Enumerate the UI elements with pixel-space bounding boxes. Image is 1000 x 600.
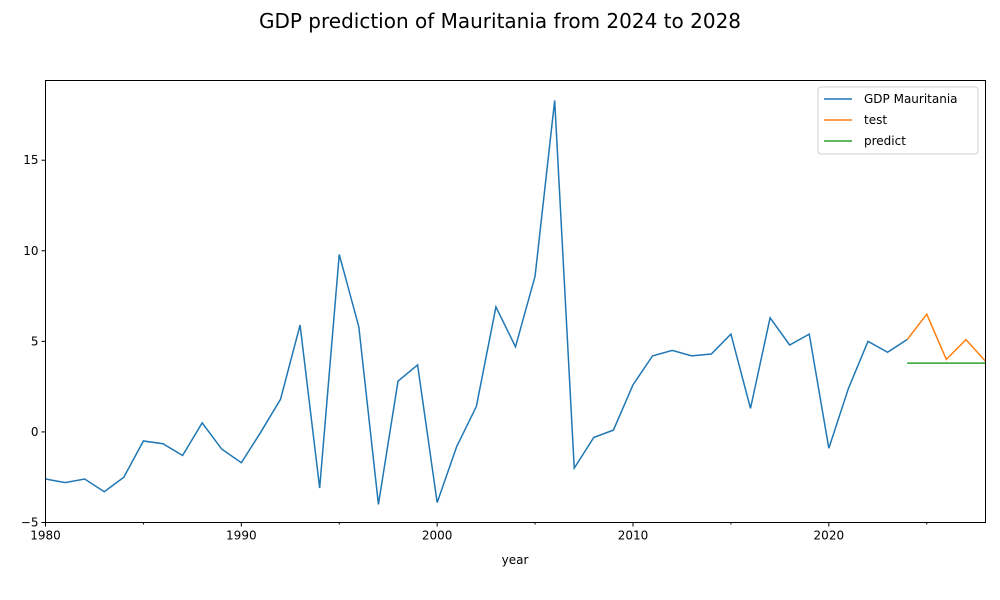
legend-label: GDP Mauritania — [864, 92, 958, 106]
series-line-2 — [906, 312, 986, 362]
series-line-1 — [45, 100, 908, 505]
x-axis-label: year — [502, 553, 529, 567]
plot-frame — [45, 80, 986, 523]
x-tick-label: 2000 — [422, 529, 453, 543]
y-tick-label: 10 — [23, 244, 38, 258]
x-tick-label: 2010 — [618, 529, 649, 543]
legend-box — [817, 86, 979, 155]
legend: GDP Mauritania test predict — [817, 86, 979, 155]
legend-label: test — [864, 113, 887, 127]
x-tick-label: 2020 — [814, 529, 845, 543]
y-tick-label: 5 — [31, 334, 39, 348]
y-tick-label: 15 — [23, 153, 38, 167]
chart-title: GDP prediction of Mauritania from 2024 t… — [259, 9, 741, 33]
y-tick-label: −5 — [21, 516, 39, 530]
x-tick-label: 1990 — [226, 529, 257, 543]
legend-label: predict — [864, 134, 906, 148]
y-tick-label: 0 — [31, 425, 39, 439]
x-tick-label: 1980 — [30, 529, 61, 543]
